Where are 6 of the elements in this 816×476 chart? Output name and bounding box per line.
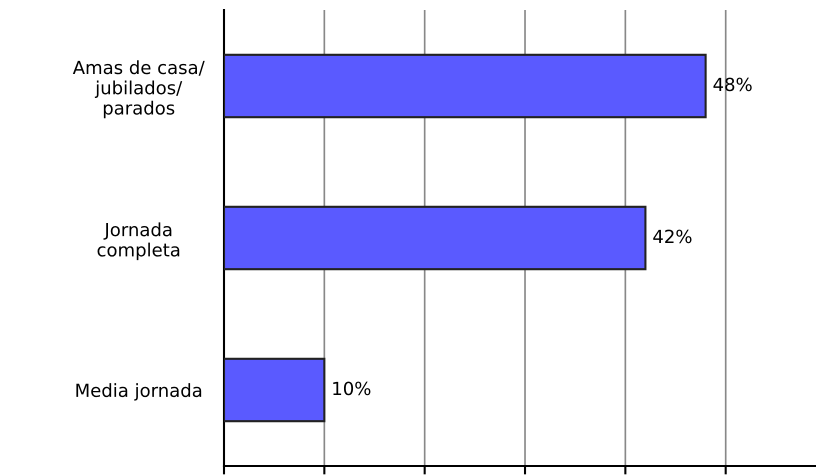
y-tick-label: Jornada completa: [98, 222, 180, 260]
data-label: 48%: [713, 78, 752, 92]
y-tick-label: Media jornada: [76, 383, 202, 401]
y-tick-label: Amas de casa/ jubilados/ parados: [72, 60, 205, 118]
data-label: 42%: [653, 230, 692, 244]
data-label: 10%: [333, 382, 370, 396]
